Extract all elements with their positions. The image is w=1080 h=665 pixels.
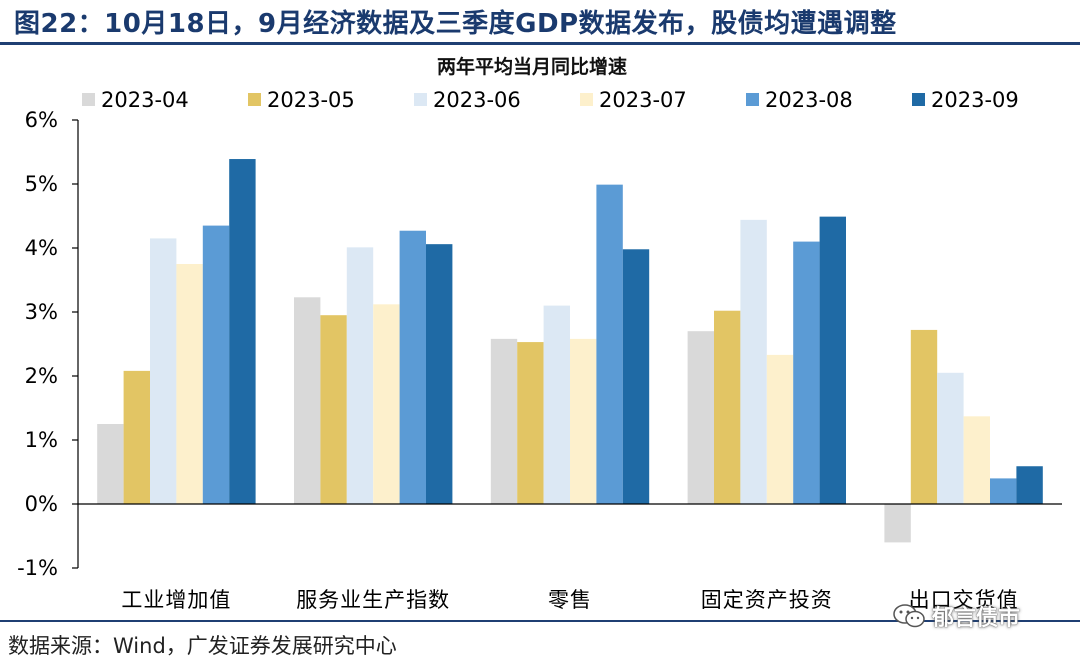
y-axis: 6% 5% 4% 3% 2% 1% 0% -1% — [17, 108, 79, 580]
bar-2023-05-3 — [714, 310, 741, 504]
bar-2023-06-2 — [543, 305, 570, 504]
y-tick-label: -1% — [17, 556, 58, 580]
bar-2023-05-2 — [517, 342, 544, 504]
legend-label: 2023-05 — [267, 88, 355, 112]
watermark: 郁言债市 — [892, 596, 1020, 636]
legend: 2023-04 2023-05 2023-06 2023-07 2023-08 2023-… — [82, 88, 1019, 112]
legend-swatch — [912, 93, 925, 106]
bar-2023-07-0 — [176, 264, 203, 504]
bar-2023-09-0 — [229, 159, 256, 504]
bar-2023-04-2 — [490, 338, 518, 504]
header-rule — [0, 42, 1080, 45]
bar-2023-07-4 — [963, 416, 990, 504]
bar-2023-04-0 — [97, 424, 124, 504]
legend-label: 2023-09 — [931, 88, 1019, 112]
x-category-label: 零售 — [548, 588, 592, 612]
chart-title: 两年平均当月同比增速 — [437, 55, 627, 78]
legend-label: 2023-04 — [101, 88, 189, 112]
bar-2023-04-3 — [687, 331, 714, 504]
bar-2023-04-4 — [884, 504, 911, 543]
legend-item: 2023-08 — [746, 88, 853, 112]
x-category-label: 工业增加值 — [121, 588, 231, 612]
legend-item: 2023-09 — [912, 88, 1019, 112]
source-note: 数据来源：Wind，广发证券发展研究中心 — [8, 634, 397, 658]
bar-2023-09-4 — [1016, 466, 1043, 504]
x-axis: 工业增加值 服务业生产指数 零售 固定资产投资 出口交货值 — [78, 503, 1062, 612]
y-tick-label: 5% — [25, 172, 58, 196]
legend-swatch — [248, 93, 261, 106]
y-tick-label: 2% — [25, 364, 58, 388]
legend-label: 2023-07 — [599, 88, 687, 112]
legend-swatch — [746, 93, 759, 106]
bar-2023-05-1 — [320, 315, 347, 504]
y-tick-label: 1% — [25, 428, 58, 452]
y-tick-label: 4% — [25, 236, 58, 260]
bar-2023-06-1 — [346, 247, 374, 505]
watermark-text: 郁言债市 — [932, 606, 1021, 631]
bar-2023-08-1 — [399, 230, 426, 504]
wechat-icon — [893, 604, 925, 628]
bars — [97, 159, 1043, 543]
bar-2023-06-0 — [150, 238, 177, 504]
legend-item: 2023-04 — [82, 88, 189, 112]
figure-header: 图22：10月18日，9月经济数据及三季度GDP数据发布，股债均遭遇调整 — [0, 0, 1080, 42]
bar-2023-07-1 — [373, 304, 400, 504]
bar-2023-07-2 — [570, 338, 597, 504]
x-category-label: 服务业生产指数 — [296, 588, 450, 612]
footer-rule — [0, 620, 1080, 622]
legend-label: 2023-08 — [765, 88, 853, 112]
bar-2023-09-3 — [819, 216, 846, 504]
y-tick-label: 3% — [25, 300, 58, 324]
bar-2023-05-0 — [123, 370, 150, 504]
x-category-label: 出口交货值 — [909, 588, 1019, 612]
legend-swatch — [414, 93, 427, 106]
y-tick-label: 6% — [25, 108, 58, 132]
bar-chart: 两年平均当月同比增速 2023-04 2023-05 2023-06 2023-07 2… — [17, 55, 1062, 612]
bar-2023-05-4 — [910, 329, 938, 504]
legend-swatch — [82, 93, 95, 106]
figure-title: 图22：10月18日，9月经济数据及三季度GDP数据发布，股债均遭遇调整 — [14, 9, 897, 39]
bar-2023-08-3 — [793, 241, 820, 504]
bar-2023-09-2 — [622, 249, 650, 504]
bar-2023-07-3 — [766, 354, 794, 504]
bar-2023-06-3 — [740, 219, 767, 504]
bar-2023-06-4 — [937, 372, 964, 504]
legend-label: 2023-06 — [433, 88, 521, 112]
bar-2023-09-1 — [426, 244, 453, 504]
bar-2023-08-0 — [202, 225, 230, 504]
bar-2023-04-1 — [294, 297, 321, 504]
legend-swatch — [580, 93, 593, 106]
legend-item: 2023-05 — [248, 88, 355, 112]
x-category-label: 固定资产投资 — [701, 588, 833, 612]
y-tick-label: 0% — [25, 492, 58, 516]
bar-2023-08-4 — [990, 478, 1017, 504]
bar-2023-08-2 — [596, 184, 623, 504]
legend-item: 2023-07 — [580, 88, 687, 112]
legend-item: 2023-06 — [414, 88, 521, 112]
